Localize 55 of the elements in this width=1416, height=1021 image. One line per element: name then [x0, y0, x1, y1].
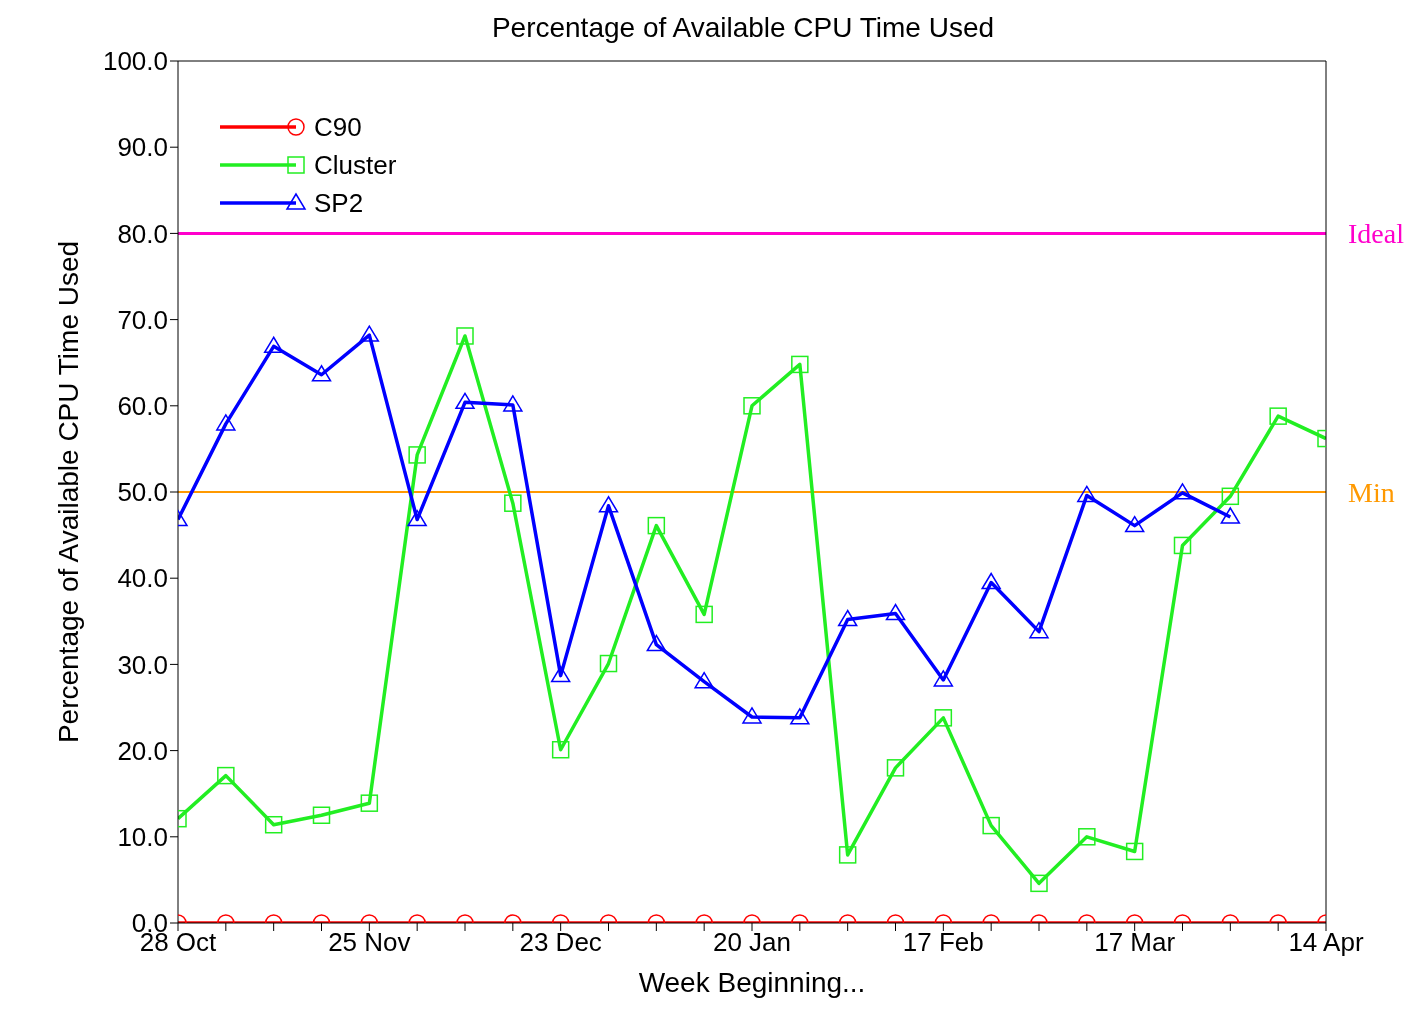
point [1172, 483, 1193, 500]
y-tick-label: 50.0 [117, 477, 168, 508]
point [311, 365, 332, 382]
point [408, 446, 426, 464]
point [981, 572, 1001, 590]
point [359, 325, 380, 342]
point [1269, 407, 1287, 425]
y-tick-label: 40.0 [117, 563, 168, 594]
point [456, 327, 474, 345]
point [1220, 507, 1241, 524]
point [503, 395, 523, 412]
point [1029, 621, 1049, 639]
y-tick-label: 90.0 [117, 132, 168, 163]
ref-line-label: Ideal [1348, 218, 1405, 250]
x-tick-label: 17 Feb [902, 927, 984, 958]
y-tick-label: 10.0 [117, 822, 168, 853]
point [1221, 487, 1240, 506]
y-tick-label: 70.0 [117, 304, 168, 335]
ref-line-label: Min [1348, 476, 1395, 508]
x-tick-label: 20 Jan [712, 927, 792, 958]
point [216, 414, 236, 431]
chart-title: Percentage of Available CPU Time Used [490, 11, 996, 45]
point [647, 516, 666, 535]
point [694, 671, 714, 689]
point [1124, 515, 1145, 533]
y-tick-label: 20.0 [117, 735, 168, 766]
point [933, 670, 954, 687]
y-tick-label: 100.0 [102, 46, 168, 77]
point [407, 509, 427, 527]
point [263, 336, 284, 354]
point [743, 397, 761, 415]
x-tick-label: 25 Nov [328, 927, 411, 958]
point [550, 665, 571, 683]
point [455, 392, 475, 410]
point [1173, 536, 1192, 555]
y-axis-title: Percentage of Available CPU Time Used [52, 240, 84, 744]
y-tick-label: 30.0 [117, 649, 168, 680]
x-tick-label: 17 Mar [1094, 927, 1176, 958]
point [790, 708, 810, 725]
point [504, 494, 522, 512]
point [742, 707, 762, 724]
y-tick-label: 60.0 [117, 391, 168, 422]
legend-label: C90 [314, 111, 362, 144]
point [791, 355, 809, 374]
x-tick-label: 14 Apr [1288, 927, 1364, 958]
legend-label: Cluster [314, 149, 397, 182]
x-axis-title: Week Beginning... [638, 967, 866, 998]
point [598, 496, 619, 513]
point [885, 603, 906, 621]
y-tick-label: 80.0 [117, 218, 168, 249]
legend-label: SP2 [314, 187, 364, 220]
x-tick-label: 23 Dec [519, 927, 602, 958]
point [1077, 485, 1097, 503]
point [837, 609, 858, 627]
point [646, 634, 667, 652]
